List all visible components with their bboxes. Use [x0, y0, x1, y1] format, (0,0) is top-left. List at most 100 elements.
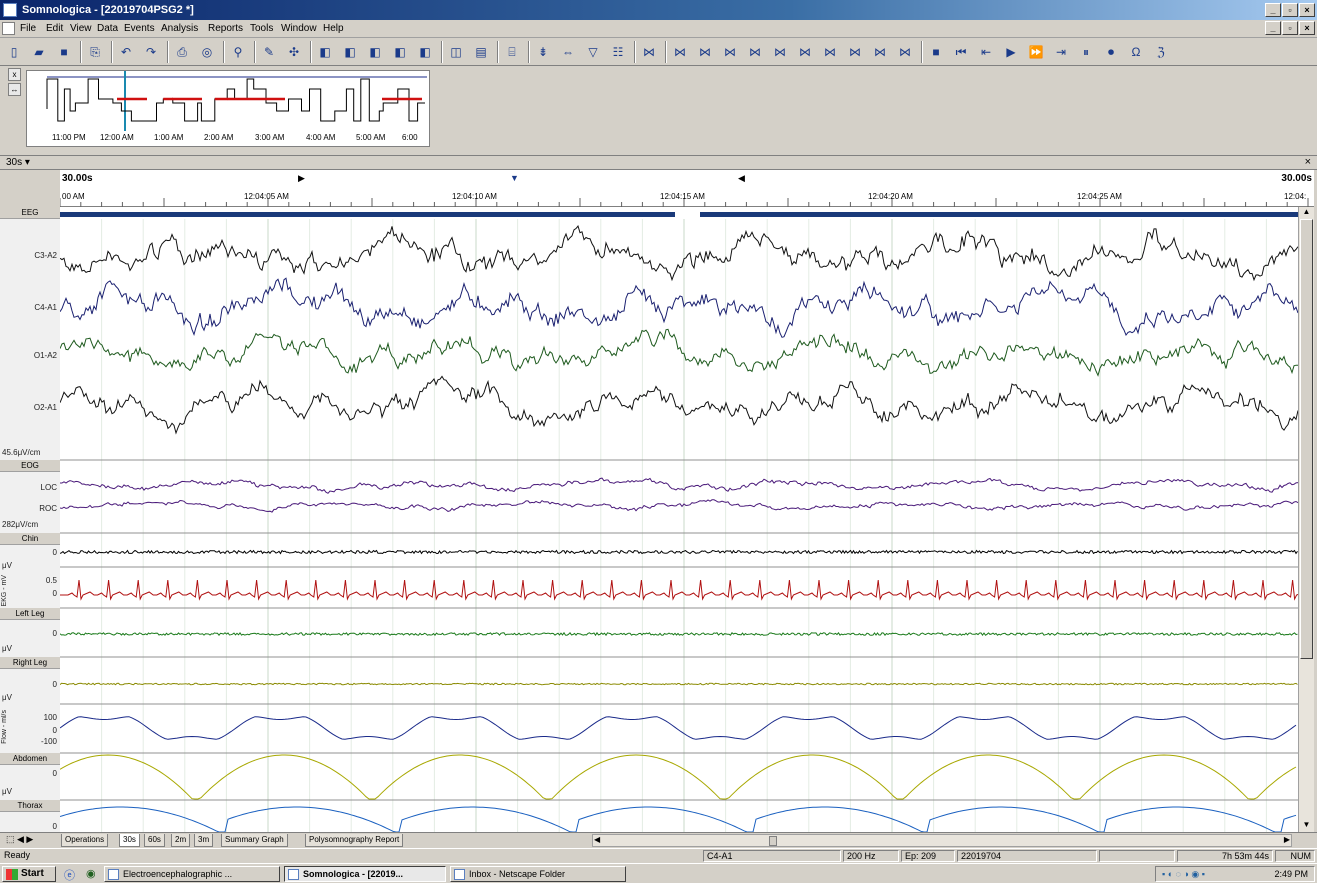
list-icon[interactable]: ☷ [612, 45, 624, 59]
tab-60s[interactable]: 60s [144, 834, 165, 847]
layout-1-icon[interactable]: ◧ [319, 45, 331, 59]
event-4-icon[interactable]: ⋈ [724, 45, 736, 59]
split-icon[interactable]: ⇔ [562, 45, 574, 59]
task-electroencephalographic[interactable]: Electroencephalographic ... [104, 866, 280, 882]
tab-3m[interactable]: 3m [194, 834, 214, 847]
tab-operations[interactable]: Operations [61, 834, 109, 847]
play-icon[interactable]: ▶ [1006, 45, 1016, 59]
event-9-icon[interactable]: ⋈ [849, 45, 861, 59]
omega-icon[interactable]: Ω [1131, 45, 1141, 59]
menu-tools[interactable]: Tools [250, 23, 274, 34]
marker-right-icon[interactable]: ▶ [298, 173, 305, 183]
next-icon[interactable]: ⇥ [1055, 45, 1067, 59]
layout-2-icon[interactable]: ◧ [344, 45, 356, 59]
event-1-icon[interactable]: ⋈ [643, 45, 655, 59]
tab-nav-icon[interactable]: ⬚ ◀ ▶ [6, 834, 34, 844]
tray-icons[interactable]: ▪ ◐ ◌ ◑ ◉ ▪ [1162, 869, 1205, 879]
hscroll-thumb[interactable] [769, 836, 777, 846]
close-view-icon[interactable]: × [1304, 156, 1311, 168]
copy-icon[interactable]: ⎘ [90, 45, 100, 59]
document-icon[interactable] [2, 22, 15, 35]
panel-2-icon[interactable]: ▤ [475, 45, 487, 59]
prev-icon[interactable]: ⇤ [980, 45, 992, 59]
open-icon[interactable]: ▰ [34, 45, 44, 59]
panel-1-icon[interactable]: ◫ [450, 45, 462, 59]
montage-icon[interactable]: ⌸ [508, 45, 516, 59]
channel-label-c3a2[interactable]: C3-A2 [34, 251, 57, 260]
vertical-scrollbar[interactable]: ▲ ▼ [1298, 207, 1314, 832]
layout-3-icon[interactable]: ◧ [369, 45, 381, 59]
signal-plot-area[interactable] [60, 207, 1298, 832]
zoom-icon[interactable]: ⚲ [233, 45, 243, 59]
scroll-up-icon[interactable]: ▲ [1302, 207, 1311, 216]
marker-down-icon[interactable]: ▼ [510, 173, 519, 183]
channel-label-o1a2[interactable]: O1-A2 [33, 351, 57, 360]
event-5-icon[interactable]: ⋈ [749, 45, 761, 59]
new-icon[interactable]: ▯ [10, 45, 18, 59]
event-11-icon[interactable]: ⋈ [899, 45, 911, 59]
tab-polysomnography-report[interactable]: Polysomnography Report [305, 834, 404, 847]
tab-summary-graph[interactable]: Summary Graph [221, 834, 288, 847]
record-icon[interactable]: ⏺ [1107, 45, 1114, 59]
undo-icon[interactable]: ↶ [120, 45, 132, 59]
sleep-icon[interactable]: ℨ [1157, 45, 1165, 59]
marker-left-icon[interactable]: ◀ [738, 173, 745, 183]
maximize-button[interactable]: ▫ [1282, 3, 1298, 17]
menu-view[interactable]: View [70, 23, 92, 34]
task-somnologica[interactable]: Somnologica - [22019... [284, 866, 446, 882]
expand-hypnogram-icon[interactable]: ↔ [8, 83, 21, 96]
start-button[interactable]: Start [2, 866, 56, 882]
redo-icon[interactable]: ↷ [145, 45, 157, 59]
channel-label-c4a1[interactable]: C4-A1 [34, 303, 57, 312]
tab-30s[interactable]: 30s [119, 834, 140, 847]
close-button[interactable]: × [1299, 3, 1315, 17]
doc-close-button[interactable]: × [1299, 21, 1315, 35]
event-2-icon[interactable]: ⋈ [674, 45, 686, 59]
menu-file[interactable]: File [20, 23, 37, 34]
save-icon[interactable]: ■ [60, 45, 68, 59]
close-hypnogram-icon[interactable]: x [8, 68, 21, 81]
scrollbar-thumb[interactable] [1300, 219, 1313, 659]
channel-label-o2a1[interactable]: O2-A1 [33, 403, 57, 412]
scroll-down-icon[interactable]: ▼ [1302, 820, 1311, 829]
hypnogram[interactable] [26, 70, 430, 147]
media-quicklaunch-icon[interactable]: ◉ [86, 868, 96, 880]
marker-icon[interactable]: ✣ [288, 45, 300, 59]
filter-icon[interactable]: ▽ [588, 45, 598, 59]
scroll-right-icon[interactable]: ▶ [1283, 835, 1290, 844]
event-10-icon[interactable]: ⋈ [874, 45, 886, 59]
menu-edit[interactable]: Edit [46, 23, 64, 34]
menu-window[interactable]: Window [281, 23, 317, 34]
pause-icon[interactable]: ⏸ [1082, 45, 1089, 59]
layout-5-icon[interactable]: ◧ [419, 45, 431, 59]
down-icon[interactable]: ⇟ [537, 45, 549, 59]
layout-4-icon[interactable]: ◧ [394, 45, 406, 59]
menu-reports[interactable]: Reports [208, 23, 244, 34]
stop-icon[interactable]: ■ [932, 45, 940, 59]
menu-analysis[interactable]: Analysis [161, 23, 199, 34]
menu-help[interactable]: Help [323, 23, 344, 34]
horizontal-scrollbar[interactable]: ◀ ▶ [592, 834, 1292, 847]
step-back-icon[interactable]: ⏮ [955, 45, 967, 59]
event-8-icon[interactable]: ⋈ [824, 45, 836, 59]
event-7-icon[interactable]: ⋈ [799, 45, 811, 59]
pen-icon[interactable]: ✎ [263, 45, 275, 59]
menu-data[interactable]: Data [97, 23, 119, 34]
preview-icon[interactable]: ◎ [201, 45, 213, 59]
task-inbox[interactable]: Inbox - Netscape Folder [450, 866, 626, 882]
channel-label-roc[interactable]: ROC [39, 504, 57, 513]
event-6-icon[interactable]: ⋈ [774, 45, 786, 59]
channel-label-loc[interactable]: LOC [40, 483, 57, 492]
ie-quicklaunch-icon[interactable]: ⓔ [64, 870, 75, 882]
time-axis[interactable]: 30.00s 30.00s ▶ ▼ ◀ 00 AM 12:04:05 AM 12… [60, 170, 1314, 207]
doc-restore-button[interactable]: ▫ [1282, 21, 1298, 35]
duration-selector[interactable]: 30s ▾ [6, 157, 30, 168]
menu-events[interactable]: Events [124, 23, 155, 34]
doc-minimize-button[interactable]: _ [1265, 21, 1281, 35]
print-icon[interactable]: ⎙ [177, 45, 187, 59]
event-3-icon[interactable]: ⋈ [699, 45, 711, 59]
scroll-left-icon[interactable]: ◀ [594, 835, 601, 844]
minimize-button[interactable]: _ [1265, 3, 1281, 17]
fast-forward-icon[interactable]: ⏩ [1028, 45, 1044, 59]
tab-2m[interactable]: 2m [171, 834, 191, 847]
